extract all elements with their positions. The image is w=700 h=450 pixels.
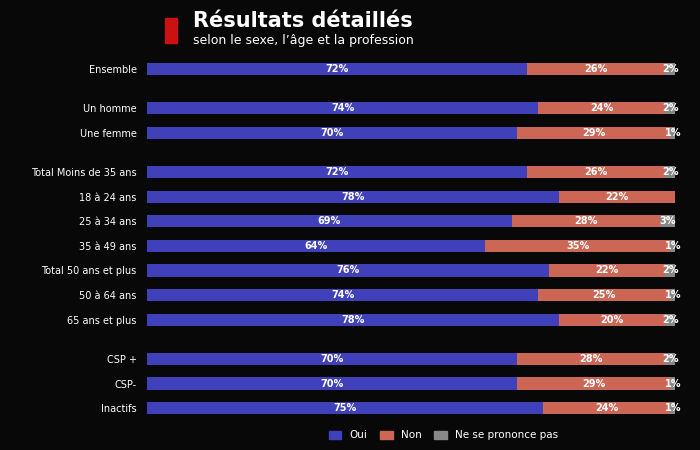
Text: 72%: 72% (326, 64, 349, 74)
Text: Résultats détaillés: Résultats détaillés (193, 11, 412, 31)
Bar (517, 378, 670, 390)
Text: 2%: 2% (662, 103, 678, 113)
Bar (147, 190, 559, 203)
Bar (517, 126, 670, 139)
Text: 74%: 74% (331, 290, 354, 300)
Bar (517, 353, 665, 365)
Text: 2%: 2% (662, 315, 678, 325)
Bar (147, 166, 528, 178)
Text: selon le sexe, l’âge et la profession: selon le sexe, l’âge et la profession (193, 34, 413, 47)
Text: 74%: 74% (331, 103, 354, 113)
Bar (670, 402, 676, 414)
Text: 70%: 70% (321, 378, 344, 389)
Text: 20%: 20% (601, 315, 624, 325)
Bar (528, 166, 665, 178)
Bar (147, 102, 538, 114)
Bar (665, 314, 676, 326)
Text: 22%: 22% (595, 266, 618, 275)
Text: 72%: 72% (326, 167, 349, 177)
Bar (659, 215, 676, 227)
Text: 35%: 35% (566, 241, 589, 251)
Bar (670, 289, 676, 301)
Text: 69%: 69% (318, 216, 341, 226)
Bar (549, 264, 665, 277)
Bar (670, 378, 676, 390)
Text: 2%: 2% (662, 64, 678, 74)
Bar (147, 402, 543, 414)
Bar (665, 166, 676, 178)
Bar (147, 215, 512, 227)
Bar (559, 314, 665, 326)
Bar (665, 264, 676, 277)
Bar (147, 240, 485, 252)
Text: 75%: 75% (333, 403, 357, 413)
Bar (512, 215, 659, 227)
Text: 28%: 28% (574, 216, 597, 226)
Bar (485, 240, 670, 252)
Text: 76%: 76% (336, 266, 359, 275)
Text: 70%: 70% (321, 128, 344, 138)
Text: 3%: 3% (659, 216, 676, 226)
Text: 26%: 26% (584, 167, 608, 177)
Text: 2%: 2% (662, 167, 678, 177)
Bar (147, 314, 559, 326)
Bar (147, 264, 549, 277)
Text: 1%: 1% (664, 241, 681, 251)
Text: 1%: 1% (664, 290, 681, 300)
Bar (670, 126, 676, 139)
Text: 24%: 24% (590, 103, 613, 113)
Text: 1%: 1% (664, 128, 681, 138)
Text: 29%: 29% (582, 378, 605, 389)
Legend: Oui, Non, Ne se prononce pas: Oui, Non, Ne se prononce pas (326, 428, 561, 444)
Bar (147, 289, 538, 301)
Text: 29%: 29% (582, 128, 605, 138)
Bar (528, 63, 665, 75)
Text: 2%: 2% (662, 266, 678, 275)
Text: 1%: 1% (664, 378, 681, 389)
Bar (538, 102, 665, 114)
Bar (665, 102, 676, 114)
Bar (147, 63, 528, 75)
Text: 2%: 2% (662, 354, 678, 364)
Bar (543, 402, 670, 414)
Bar (147, 126, 517, 139)
Bar (147, 353, 517, 365)
Text: 25%: 25% (592, 290, 616, 300)
Text: 78%: 78% (342, 192, 365, 202)
Text: 22%: 22% (606, 192, 629, 202)
Bar (147, 378, 517, 390)
Bar (538, 289, 670, 301)
Bar (665, 353, 676, 365)
Text: 24%: 24% (595, 403, 618, 413)
Text: 70%: 70% (321, 354, 344, 364)
Text: 78%: 78% (342, 315, 365, 325)
Text: 26%: 26% (584, 64, 608, 74)
Bar (670, 240, 676, 252)
Text: 28%: 28% (579, 354, 603, 364)
Bar (665, 63, 676, 75)
Text: 64%: 64% (304, 241, 328, 251)
Bar (559, 190, 676, 203)
Text: 1%: 1% (664, 403, 681, 413)
